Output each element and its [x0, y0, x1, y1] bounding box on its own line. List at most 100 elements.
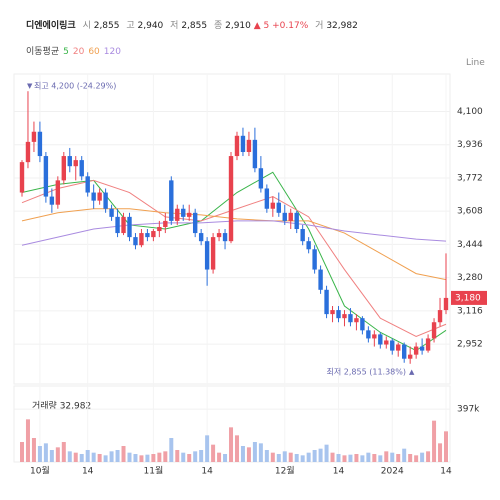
candle-body	[294, 212, 299, 230]
candle-body	[157, 226, 162, 232]
candle-body	[246, 139, 252, 153]
low-annotation: 최저 2,855 (11.38%)	[327, 367, 406, 377]
volume-bar	[145, 454, 150, 462]
volume-bar	[169, 438, 174, 462]
change-pct: +0.17%	[272, 21, 309, 31]
candle-body	[181, 208, 186, 217]
volume-bar	[408, 454, 413, 462]
volume-bar	[157, 452, 162, 462]
volume-bar	[103, 455, 108, 462]
volume-bar	[121, 446, 126, 462]
volume-bar	[187, 454, 192, 462]
volume-bar	[61, 442, 66, 462]
candle-body	[61, 156, 67, 181]
ma-line	[21, 220, 447, 246]
value: 2,855	[181, 21, 208, 31]
volume-bar	[181, 452, 186, 462]
candle-body	[169, 180, 174, 221]
volume-bar	[270, 452, 275, 462]
mode-button[interactable]: Line	[466, 58, 485, 68]
volume-bar	[420, 452, 425, 462]
candle-body	[390, 340, 395, 351]
candle-body	[264, 188, 270, 209]
candle-body	[300, 229, 305, 242]
volume-bar	[91, 452, 96, 462]
x-tick-label: 14	[333, 467, 345, 477]
candle-body	[342, 314, 347, 319]
volume-bar	[438, 443, 443, 462]
volume-bar	[246, 447, 251, 462]
y-tick-label: 3,280	[457, 273, 483, 283]
candle-body	[67, 156, 72, 167]
volume-bar	[229, 427, 234, 462]
candle-body	[330, 310, 335, 315]
volume-bar	[193, 451, 198, 462]
value: 2,855	[93, 21, 120, 31]
volume-bar	[324, 444, 329, 462]
volume-bar	[348, 454, 353, 462]
volume-bar	[49, 450, 54, 462]
high-marker: ▼	[27, 82, 33, 90]
candle-body	[288, 212, 293, 221]
volume-bar	[85, 450, 90, 462]
candle-body	[37, 131, 43, 157]
volume-bar	[444, 431, 448, 462]
volume-bar	[282, 451, 287, 462]
candle-body	[175, 208, 180, 221]
volume-bar	[396, 454, 401, 462]
value: 2,910	[225, 21, 251, 31]
candle-body	[121, 216, 126, 234]
volume-bar	[378, 455, 383, 462]
y-tick-label: 3,772	[457, 173, 483, 183]
y-tick-label: 397k	[457, 405, 480, 415]
x-tick-label: 2024	[381, 467, 404, 477]
candle-body	[19, 162, 25, 193]
label: 저	[170, 21, 179, 31]
candle-body	[25, 141, 31, 163]
candle-body	[216, 233, 222, 238]
volume-bar	[318, 448, 323, 462]
ma-legend: 이동평균 5 20 60 120	[26, 44, 121, 57]
candle-body	[192, 212, 198, 234]
candle-body	[336, 310, 341, 319]
y-tick-label: 2,952	[457, 340, 483, 350]
volume-bar	[432, 420, 437, 462]
y-tick-label: 3,116	[457, 306, 483, 316]
candle-body	[43, 156, 49, 197]
x-tick-label: 12월	[275, 465, 295, 477]
volume-bar	[252, 442, 257, 462]
x-tick-label: 10월	[30, 465, 50, 477]
volume-bar	[354, 454, 359, 462]
volume-bar	[79, 454, 84, 462]
volume-bar	[288, 452, 293, 462]
candle-body	[348, 314, 353, 323]
y-tick-label: 3,936	[457, 140, 483, 150]
volume-bar	[133, 454, 138, 462]
volume-bar	[20, 442, 24, 462]
x-tick-label: 14	[82, 467, 94, 477]
volume-bar	[109, 451, 114, 462]
candle-body	[419, 346, 425, 351]
volume-bar	[37, 446, 42, 462]
volume-bar	[151, 454, 156, 462]
candle-body	[222, 233, 228, 242]
volume-bar	[264, 450, 269, 462]
candle-body	[85, 176, 90, 193]
volume-bar	[139, 455, 144, 462]
volume-bar	[31, 438, 36, 462]
ma-title: 이동평균	[26, 47, 60, 57]
volume-bar	[211, 444, 216, 462]
volume-bar	[115, 450, 120, 462]
candle-body	[396, 344, 401, 351]
candle-body	[258, 168, 264, 189]
candle-body	[443, 297, 449, 311]
volume-bar	[390, 452, 395, 462]
volume-bar	[372, 454, 377, 462]
candle-body	[228, 156, 234, 242]
volume-bar	[366, 452, 371, 462]
volume-bar	[414, 455, 419, 462]
price-panel	[13, 73, 451, 385]
label: 종	[213, 21, 223, 31]
